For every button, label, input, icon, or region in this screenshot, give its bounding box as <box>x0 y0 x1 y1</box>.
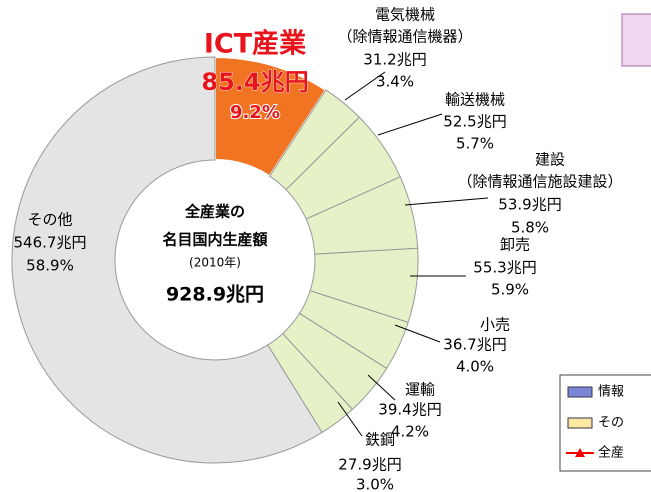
category-label: 運輸 <box>405 381 435 399</box>
category-label: 建設 <box>535 151 565 169</box>
category-note: （除情報通信機器） <box>337 28 472 46</box>
value-label: 5.8% <box>511 219 549 237</box>
category-note: （除情報通信施設建設） <box>457 173 622 191</box>
legend-text: 情報 <box>598 385 624 400</box>
amount-label: 85.4兆円 <box>201 68 308 96</box>
amount-label: 31.2兆円 <box>363 51 426 69</box>
value-label: 9.2% <box>230 102 280 123</box>
value-label: 4.2% <box>391 423 429 441</box>
value-label: 3.0% <box>356 476 394 492</box>
value-label: 4.0% <box>456 358 494 376</box>
amount-label: 53.9兆円 <box>498 196 561 214</box>
legend-text: 全産 <box>598 445 624 461</box>
center-label: 名目国内生産額 <box>162 231 267 249</box>
center-label: 全産業の <box>184 203 245 221</box>
category-label: ICT産業 <box>204 28 306 60</box>
legend-swatch <box>567 386 593 398</box>
category-label: 小売 <box>480 316 510 334</box>
category-label: 電気機械 <box>375 6 435 24</box>
note-box <box>621 13 651 67</box>
leader-line <box>344 71 386 101</box>
center-label: (2010年) <box>189 256 241 270</box>
value-label: 5.9% <box>491 281 529 299</box>
leader-line <box>394 324 441 343</box>
leader-line <box>404 197 489 206</box>
category-label: 鉄鋼 <box>365 431 395 449</box>
leader-line <box>367 374 396 401</box>
amount-label: 36.7兆円 <box>443 336 506 354</box>
value-label: 3.4% <box>376 73 414 91</box>
value-label: 58.9% <box>26 257 74 275</box>
category-label: 輸送機械 <box>445 91 505 109</box>
amount-label: 546.7兆円 <box>14 234 87 252</box>
center-label: 928.9兆円 <box>166 284 264 306</box>
category-label: その他 <box>27 211 72 229</box>
leader-line <box>377 113 443 136</box>
legend-text: その <box>598 416 624 431</box>
amount-label: 55.3兆円 <box>473 259 536 277</box>
legend-swatch <box>575 448 585 457</box>
leader-line <box>337 401 363 437</box>
category-label: 卸売 <box>500 236 530 254</box>
slice <box>11 56 323 464</box>
amount-label: 39.4兆円 <box>378 401 441 419</box>
legend-swatch <box>567 417 593 429</box>
value-label: 5.7% <box>456 135 494 153</box>
amount-label: 27.9兆円 <box>338 456 401 474</box>
amount-label: 52.5兆円 <box>443 113 506 131</box>
